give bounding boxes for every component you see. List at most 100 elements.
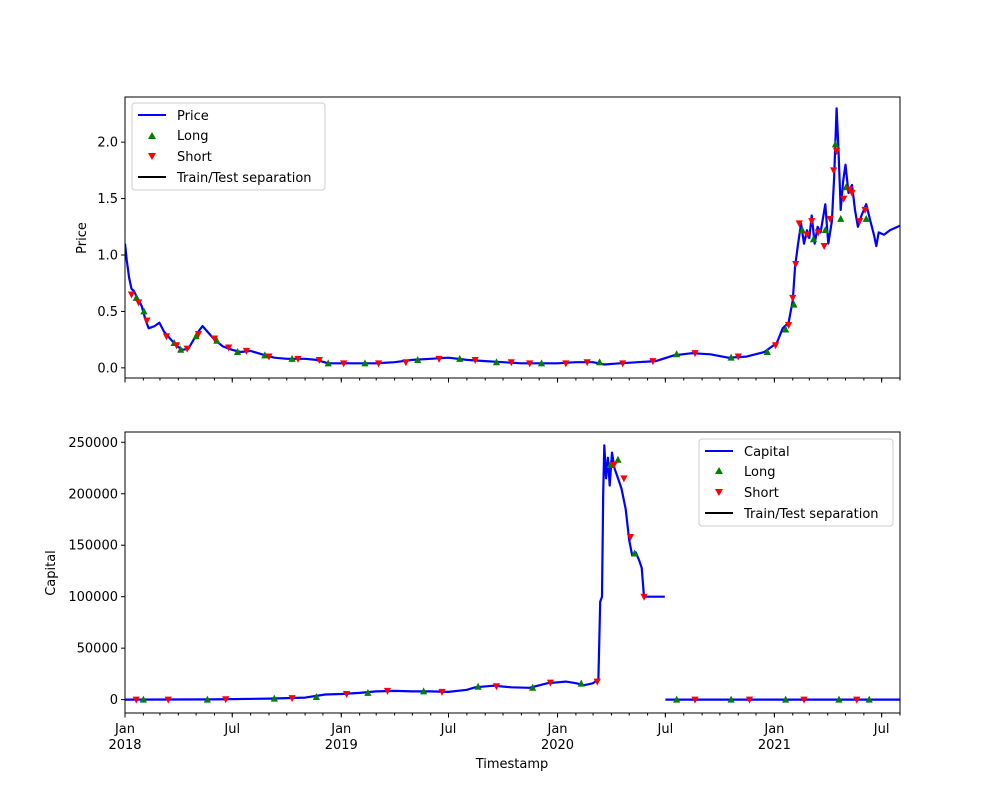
legend-long-label: Long <box>177 129 208 144</box>
capital-x-tick-label: Jan <box>763 722 784 737</box>
capital-line <box>125 444 665 701</box>
capital-series-layer <box>125 444 900 701</box>
legend-short-marker <box>148 153 156 160</box>
price-short-marker <box>820 242 828 250</box>
price-short-marker <box>471 356 479 364</box>
capital-x-tick-label: Jul <box>873 722 890 737</box>
legend-long-label: Long <box>744 465 775 480</box>
price-short-marker <box>194 330 203 338</box>
price-short-marker <box>826 215 834 223</box>
capital-long-marker <box>673 695 681 703</box>
capital-short-marker <box>546 679 555 687</box>
capital-long-marker <box>606 460 614 468</box>
capital-short-marker <box>492 683 501 691</box>
capital-short-marker <box>620 475 628 483</box>
price-y-tick-label: 0.5 <box>97 305 118 320</box>
price-short-marker <box>143 317 151 325</box>
price-short-marker <box>795 220 803 228</box>
price-short-marker <box>526 360 534 368</box>
capital-long-marker <box>364 688 372 696</box>
price-short-marker <box>172 342 181 350</box>
legend-separation-label: Train/Test separation <box>743 507 879 522</box>
price-plot-frame <box>124 96 901 379</box>
capital-long-marker <box>630 549 639 557</box>
price-short-marker <box>210 335 219 343</box>
capital-long-marker <box>270 694 278 702</box>
price-short-marker <box>294 355 302 363</box>
price-long-marker <box>261 351 269 359</box>
price-long-marker <box>324 359 332 367</box>
capital-short-marker <box>383 687 392 695</box>
legend-long-marker <box>148 132 156 139</box>
capital-short-marker <box>610 461 618 469</box>
capital-x-tick-year-label: 2019 <box>325 738 358 753</box>
price-short-marker <box>734 353 742 361</box>
capital-x-tick-label: Jan <box>330 722 351 737</box>
price-short-marker <box>833 148 841 156</box>
price-short-marker <box>771 342 780 350</box>
price-short-marker <box>162 333 171 341</box>
capital-x-tick-label: Jan <box>547 722 568 737</box>
price-short-marker <box>583 359 591 367</box>
capital-x-tick-label: Jul <box>223 722 240 737</box>
price-long-marker <box>132 293 140 301</box>
capital-x-tick-year-label: 2018 <box>108 738 141 753</box>
price-short-marker <box>856 218 864 226</box>
capital-long-marker <box>474 682 482 690</box>
price-short-marker <box>792 261 800 269</box>
price-short-marker <box>789 294 797 302</box>
capital-long-marker <box>782 695 790 703</box>
price-long-marker <box>414 355 422 363</box>
price-short-marker <box>619 360 627 368</box>
price-short-marker <box>808 218 816 226</box>
price-long-marker <box>673 350 681 358</box>
legend-capital-label: Capital <box>744 445 790 460</box>
capital-long-marker <box>577 679 585 687</box>
price-long-marker <box>177 345 185 353</box>
capital-long-marker <box>203 695 211 703</box>
price-short-marker <box>785 321 793 329</box>
price-long-marker <box>192 332 200 340</box>
capital-short-marker <box>342 690 351 698</box>
capital-short-marker <box>438 688 446 696</box>
price-marker-layer <box>127 140 870 368</box>
price-short-marker <box>183 345 191 353</box>
price-short-marker <box>127 291 136 299</box>
capital-y-tick-label: 100000 <box>68 590 118 605</box>
capital-long-marker <box>835 695 843 703</box>
price-long-marker <box>288 354 296 362</box>
price-long-marker <box>727 353 735 361</box>
price-y-tick-label: 2.0 <box>97 136 118 151</box>
capital-plot-frame <box>124 431 901 714</box>
price-long-marker <box>790 300 798 308</box>
price-legend: Price Long Short Train/Test separation <box>131 102 326 191</box>
capital-short-marker <box>853 696 861 704</box>
capital-short-marker <box>164 696 172 704</box>
capital-y-tick-label: 250000 <box>68 436 118 451</box>
price-long-marker <box>837 214 845 222</box>
price-short-marker <box>840 195 848 203</box>
capital-x-tick-year-label: 2021 <box>758 738 791 753</box>
capital-x-tick-year-label: 2020 <box>541 738 574 753</box>
price-y-tick-label: 1.5 <box>97 192 118 207</box>
capital-marker-layer <box>132 455 873 704</box>
capital-short-marker <box>288 695 296 703</box>
capital-y-tick-label: 200000 <box>68 487 118 502</box>
capital-long-marker <box>312 693 320 701</box>
price-long-marker <box>492 358 501 366</box>
price-y-axis: 0.0 0.5 1.0 1.5 2.0 <box>97 136 125 376</box>
price-short-marker <box>135 299 143 307</box>
price-long-marker <box>809 235 818 243</box>
legend-separation-label: Train/Test separation <box>176 171 312 186</box>
legend-short-marker <box>715 489 723 496</box>
price-short-marker <box>265 353 273 361</box>
capital-short-marker <box>800 696 808 704</box>
capital-long-marker <box>139 695 147 703</box>
capital-y-tick-label: 50000 <box>77 642 118 657</box>
price-short-marker <box>340 360 348 368</box>
price-y-axis-label: Price <box>75 222 90 254</box>
price-long-marker <box>862 214 870 222</box>
legend-short-label: Short <box>744 486 779 501</box>
x-axis-label: Timestamp <box>475 757 549 772</box>
